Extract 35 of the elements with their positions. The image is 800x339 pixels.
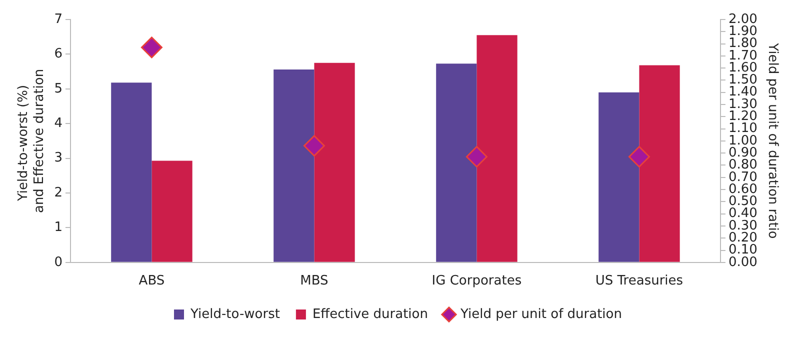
y-tick-label: 1 — [54, 220, 62, 236]
point — [628, 146, 650, 168]
bar — [152, 160, 192, 262]
bar — [111, 82, 152, 262]
legend-label: Yield per unit of duration — [459, 306, 622, 322]
y-tick-label: 5 — [54, 81, 62, 96]
x-tick-label: US Treasuries — [595, 274, 684, 289]
y-tick-label: 3 — [54, 150, 62, 166]
y-tick-label: 6 — [54, 46, 62, 62]
bar — [274, 69, 314, 262]
bar — [314, 62, 355, 262]
point — [466, 146, 488, 168]
bar — [476, 35, 518, 262]
point — [140, 36, 162, 58]
bar — [639, 65, 680, 262]
y-axis-title: Yield-to-worst (%) and Effective duration — [16, 68, 47, 214]
y2-tick-label: 1.80 — [728, 36, 758, 52]
y2-tick-label: 0.20 — [728, 230, 758, 246]
x-tick-label: ABS — [138, 274, 165, 289]
y2-tick-label: 0.80 — [728, 158, 758, 173]
legend-label: Effective duration — [312, 306, 428, 322]
legend-label: Yield-to-worst — [190, 306, 280, 322]
bar — [598, 92, 640, 262]
y-tick-label: 2 — [54, 185, 62, 200]
y-tick-label: 7 — [54, 12, 62, 27]
y2-tick-label: 2.00 — [728, 12, 758, 27]
y-tick-label: 0 — [54, 254, 62, 270]
x-tick-label: MBS — [300, 274, 328, 289]
x-tick-label: IG Corporates — [432, 274, 522, 289]
bar — [436, 64, 477, 262]
y2-axis-title: Yield per unit of duration ratio — [764, 42, 780, 239]
y2-tick-label: 1.60 — [728, 60, 758, 76]
y-tick-label: 4 — [54, 116, 62, 131]
y2-tick-label: 0.60 — [728, 182, 758, 197]
point — [303, 135, 325, 157]
